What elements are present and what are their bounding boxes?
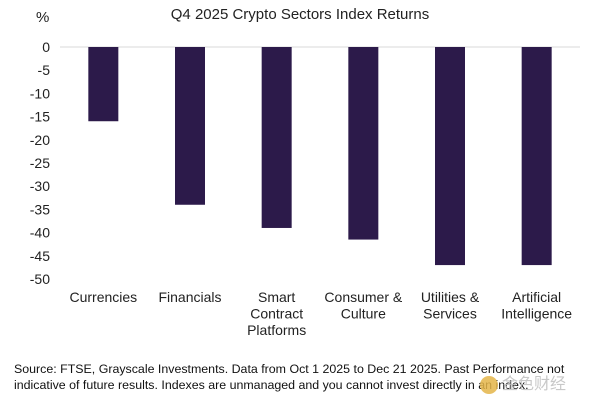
x-tick-label: Financials xyxy=(158,289,221,305)
y-tick-label: -5 xyxy=(38,62,51,78)
watermark-logo-icon xyxy=(480,375,498,394)
y-tick-label: -35 xyxy=(30,201,50,217)
y-tick-label: -45 xyxy=(30,248,50,264)
chart-title: Q4 2025 Crypto Sectors Index Returns xyxy=(170,6,430,23)
bar xyxy=(348,47,379,240)
source-note: Source: FTSE, Grayscale Investments. Dat… xyxy=(14,362,565,392)
y-tick-label: 0 xyxy=(42,39,50,55)
y-tick-label: -10 xyxy=(30,85,50,101)
y-tick-label: -50 xyxy=(30,271,50,287)
bar xyxy=(435,47,465,266)
x-tick-label: Utilities & Services xyxy=(421,289,480,322)
y-tick-label: -30 xyxy=(30,178,50,194)
y-axis-unit: % xyxy=(36,9,50,26)
bar xyxy=(175,47,205,205)
y-tick-label: -40 xyxy=(30,225,50,241)
y-tick-label: -25 xyxy=(30,155,50,171)
y-tick-label: -15 xyxy=(30,109,50,125)
watermark-text: 金色财经 xyxy=(502,376,567,393)
watermark: 金色财经 xyxy=(480,370,566,394)
x-tick-label: Currencies xyxy=(69,289,137,305)
bar xyxy=(261,47,292,228)
bar xyxy=(88,47,119,122)
bar xyxy=(521,47,552,266)
x-tick-label: Consumer & Culture xyxy=(324,289,402,322)
x-tick-label: Smart Contract Platforms xyxy=(247,289,306,338)
bar-chart: 0 -5 -10 -15 -20 -25 -30 -35 -40 -45 -50 Currencies… xyxy=(30,39,580,338)
y-tick-label: -20 xyxy=(30,132,50,148)
x-tick-label: Artificial Intelligence xyxy=(501,289,572,322)
